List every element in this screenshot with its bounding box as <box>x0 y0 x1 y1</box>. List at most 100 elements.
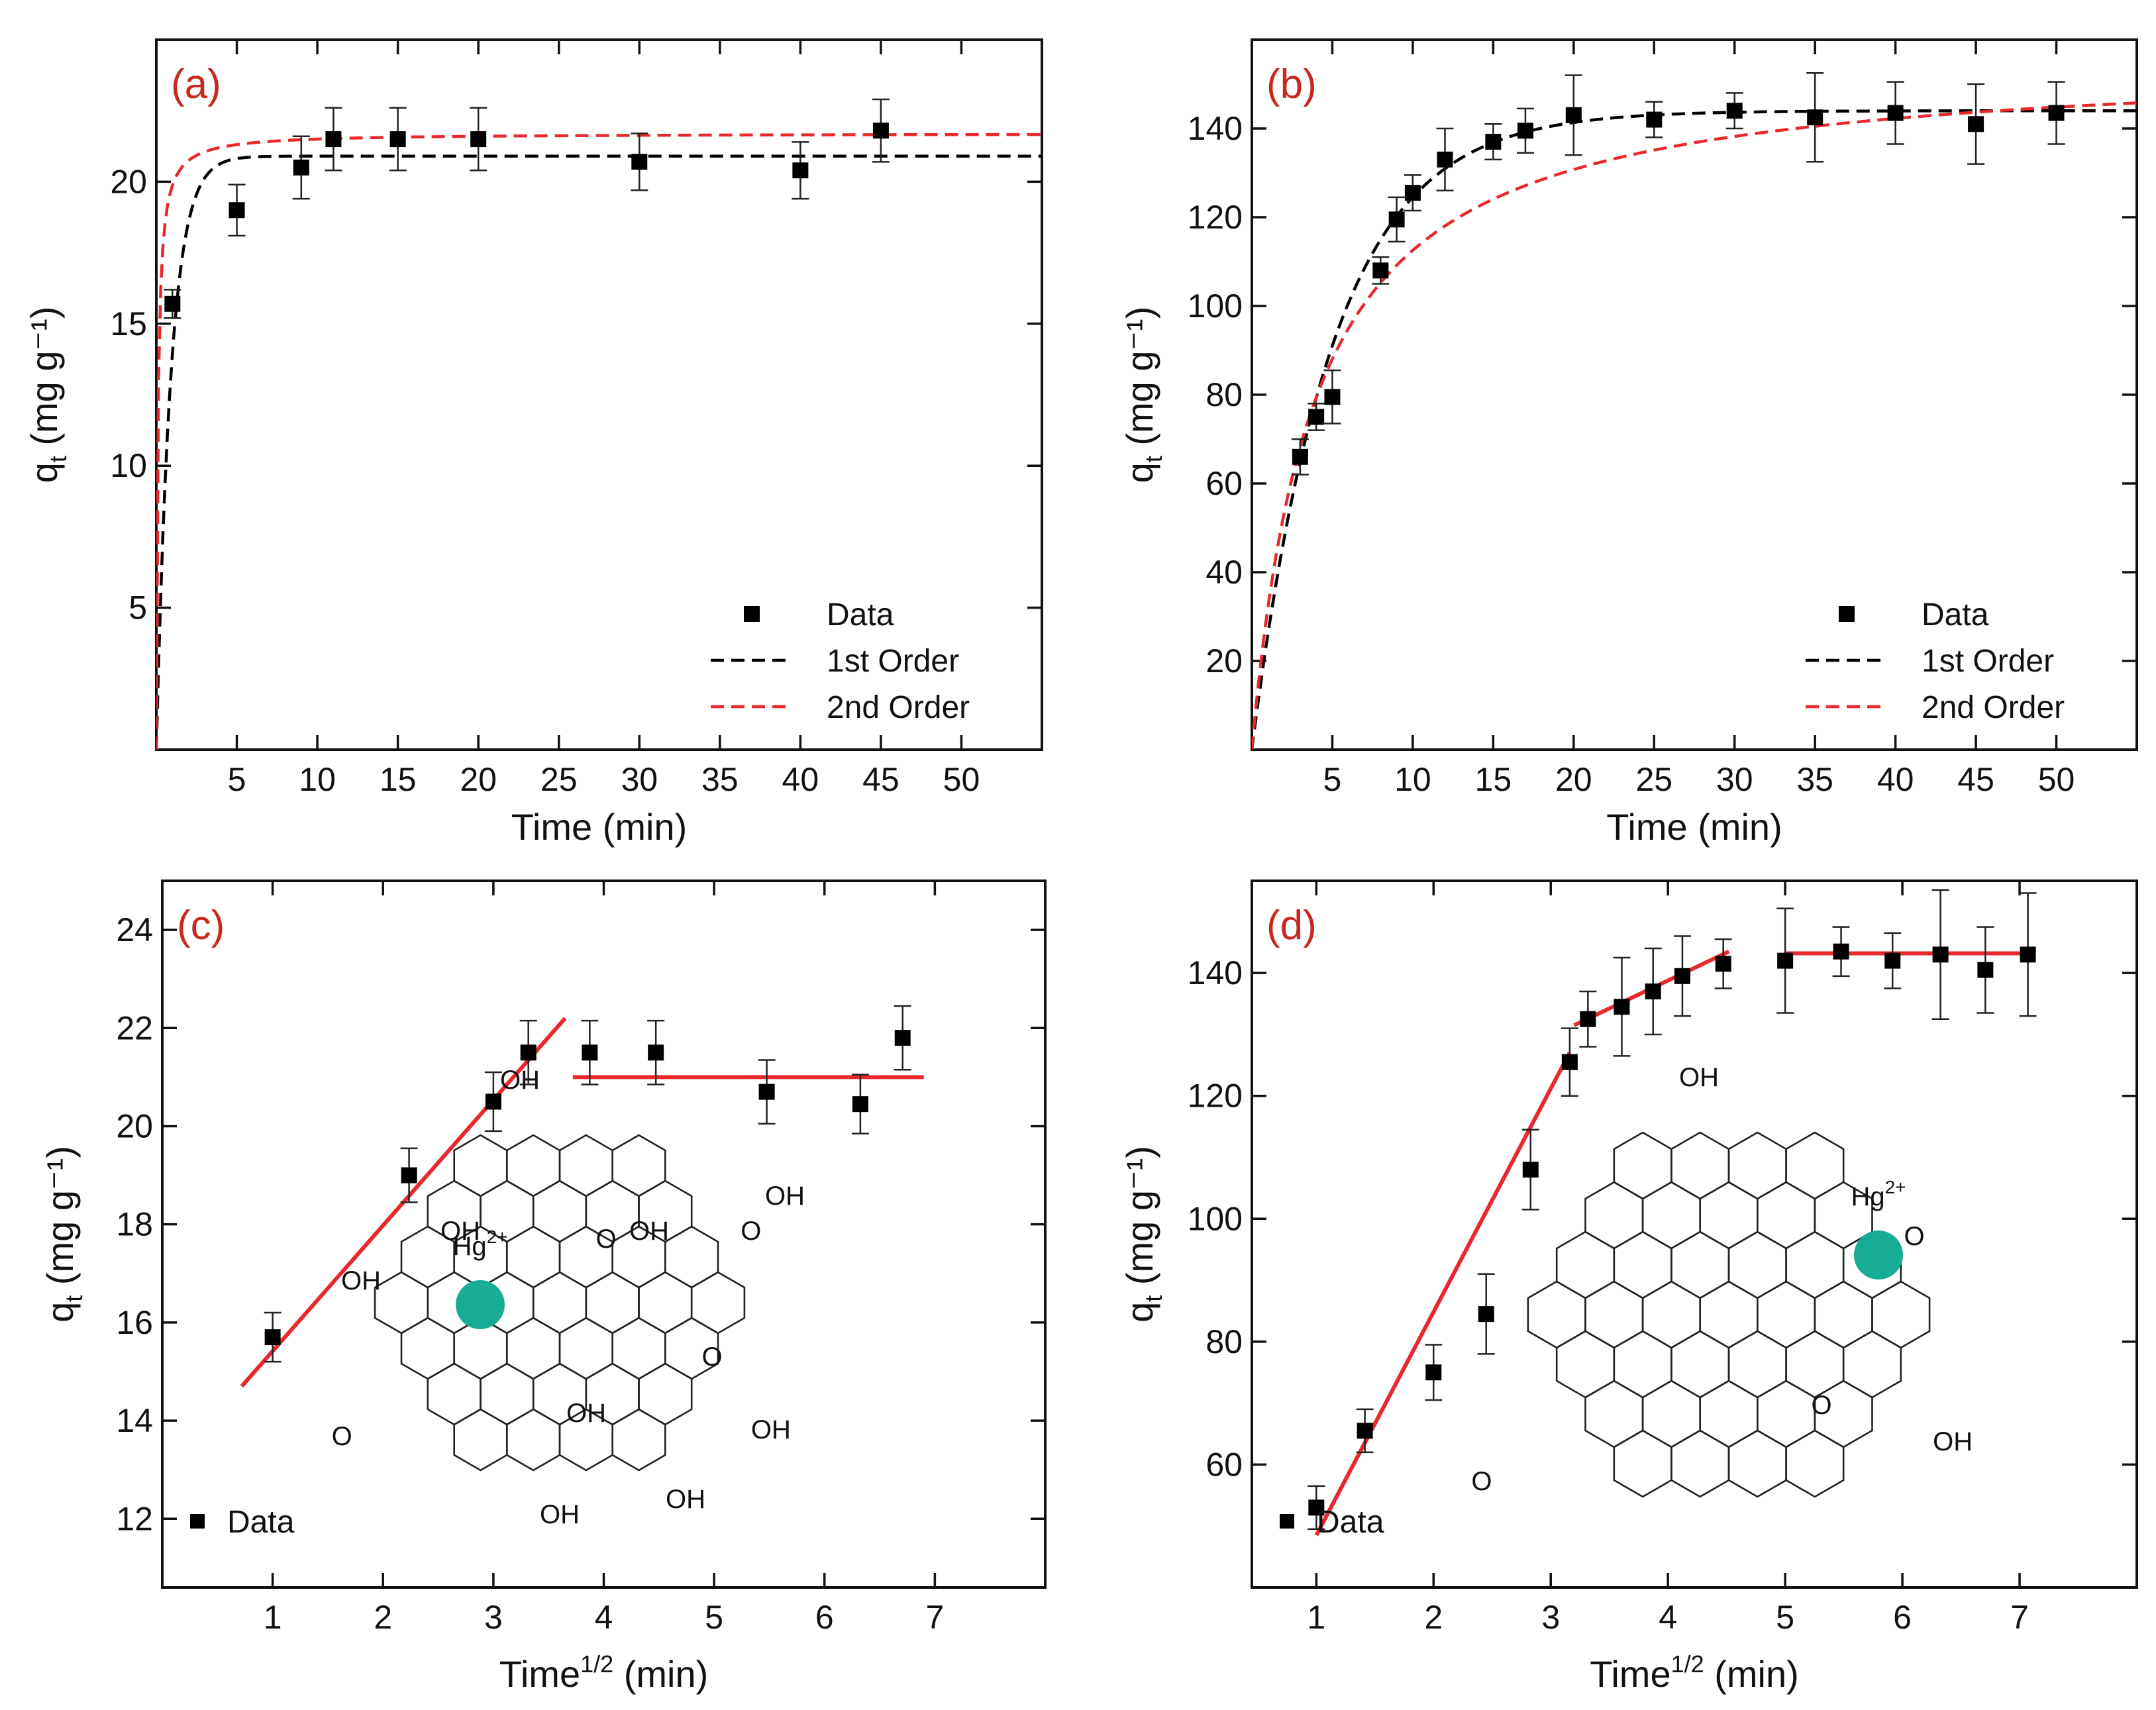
hexagon-ring <box>1757 1380 1816 1448</box>
x-tick-label: 5 <box>1323 761 1342 798</box>
x-axis-title: Time (min) <box>511 806 687 848</box>
hexagon-ring <box>1641 1181 1701 1250</box>
y-tick-label: 120 <box>1188 199 1243 236</box>
data-point <box>1522 1162 1539 1178</box>
x-tick-label: 50 <box>2038 761 2075 798</box>
data-point <box>1977 962 1994 978</box>
data-point <box>1437 151 1453 168</box>
data-point <box>1645 983 1661 1000</box>
y-tick-label: 14 <box>116 1402 153 1439</box>
data-point <box>1833 943 1849 960</box>
data-point <box>2020 946 2036 963</box>
first-order-curve <box>156 154 1042 750</box>
data-point <box>758 1083 775 1100</box>
hexagon-ring <box>453 1408 508 1472</box>
hexagon-ring <box>532 1180 588 1243</box>
functional-group-label: OH <box>341 1266 381 1295</box>
x-tick-label: 45 <box>1957 761 1994 798</box>
legend-marker <box>190 1514 205 1529</box>
functional-group-label: O <box>1811 1391 1831 1420</box>
data-point <box>389 131 406 148</box>
data-point <box>1404 185 1421 201</box>
data-point <box>1308 409 1325 425</box>
second-order-curve <box>156 132 1042 750</box>
data-point <box>1715 956 1731 972</box>
x-tick-label: 15 <box>380 761 417 798</box>
data-point <box>1478 1306 1494 1323</box>
legend-label: Data <box>827 597 894 632</box>
functional-group-label: O <box>741 1217 761 1246</box>
data-point <box>1292 448 1308 465</box>
hexagon-ring <box>1727 1231 1787 1299</box>
panel-label: (c) <box>177 903 225 948</box>
x-tick-label: 5 <box>228 761 246 798</box>
panel-label: (a) <box>171 62 221 107</box>
y-tick-label: 16 <box>116 1304 153 1341</box>
hexagon-ring <box>638 1362 693 1426</box>
data-point <box>648 1044 664 1061</box>
ion-label: Hg2+ <box>1851 1177 1906 1211</box>
hexagon-ring <box>1727 1330 1787 1399</box>
y-tick-label: 100 <box>1188 1200 1243 1237</box>
x-tick-label: 2 <box>1424 1599 1443 1636</box>
plot-frame <box>1251 880 2138 1589</box>
data-point <box>1425 1364 1442 1381</box>
data-point <box>485 1093 501 1110</box>
hexagon-ring <box>1613 1330 1672 1399</box>
hexagon-ring <box>1785 1131 1845 1200</box>
hexagon-ring <box>1727 1131 1787 1200</box>
data-point <box>1372 262 1389 279</box>
x-tick-label: 1 <box>264 1599 282 1636</box>
data-point <box>2048 105 2065 121</box>
legend-label: 1st Order <box>1922 644 2054 679</box>
y-tick-label: 40 <box>1206 554 1243 591</box>
x-tick-label: 5 <box>705 1599 723 1636</box>
data-point <box>1887 105 1904 121</box>
y-tick-label: 5 <box>128 589 147 627</box>
data-point <box>520 1044 537 1061</box>
data-point <box>894 1030 911 1046</box>
hexagon-ring <box>664 1225 719 1289</box>
hexagon-ring <box>611 1408 666 1472</box>
legend-label: Data <box>1922 597 1989 632</box>
x-tick-label: 25 <box>540 761 578 798</box>
hexagon-ring <box>1527 1280 1586 1349</box>
hexagon-ring <box>1727 1429 1787 1498</box>
hexagon-ring <box>558 1134 614 1197</box>
hexagon-ring <box>1871 1280 1931 1349</box>
y-tick-label: 60 <box>1206 1446 1243 1483</box>
data-point <box>1580 1011 1596 1027</box>
functional-group-label: OH <box>500 1066 540 1095</box>
y-axis-title: qt (mg g⁻¹) <box>23 307 72 483</box>
x-tick-label: 4 <box>595 1599 613 1636</box>
y-axis-title: qt (mg g⁻¹) <box>39 1146 87 1323</box>
hexagon-ring <box>505 1317 561 1380</box>
hexagon-ring <box>558 1317 614 1380</box>
x-tick-label: 1 <box>1307 1599 1325 1636</box>
panel-b: 5 10 15 20 25 30 35 40 45 50 20 40 60 80 100 120 140 Time… <box>1119 38 2138 848</box>
fit-line <box>1314 1052 1572 1536</box>
plot-frame <box>155 38 1043 751</box>
functional-group-label: OH <box>1933 1427 1973 1456</box>
hexagon-ring <box>1814 1280 1873 1349</box>
data-point <box>470 131 487 148</box>
y-tick-label: 22 <box>116 1009 153 1046</box>
x-axis-title: Time (min) <box>1606 806 1782 848</box>
y-tick-label: 60 <box>1206 465 1243 502</box>
hexagon-ring <box>1670 1231 1730 1299</box>
legend-label: 2nd Order <box>827 690 970 725</box>
x-tick-label: 6 <box>1893 1599 1912 1636</box>
data-point <box>1324 389 1341 405</box>
data-point <box>1517 123 1533 139</box>
data-point <box>1561 1054 1578 1070</box>
data-point <box>401 1167 417 1183</box>
hexagon-ring <box>1584 1181 1644 1250</box>
x-tick-label: 40 <box>1877 761 1914 798</box>
legend-label: 1st Order <box>827 644 959 679</box>
y-tick-label: 80 <box>1206 376 1243 413</box>
hexagon-ring <box>585 1271 640 1334</box>
data-point <box>1674 968 1690 984</box>
data-point <box>852 1096 868 1113</box>
second-order-curve <box>1252 101 2137 750</box>
